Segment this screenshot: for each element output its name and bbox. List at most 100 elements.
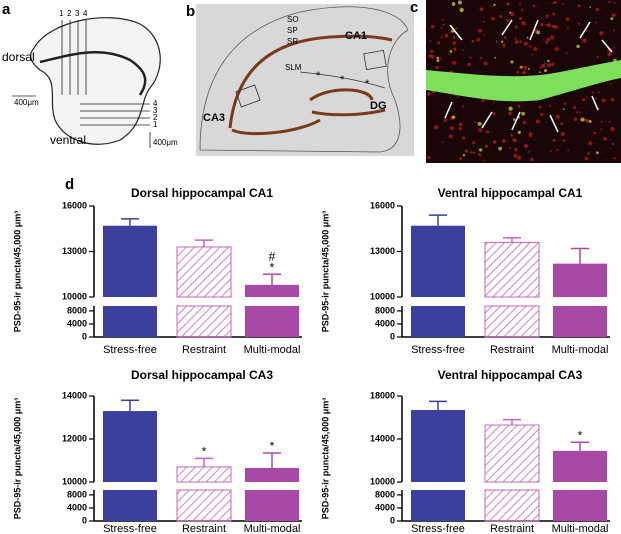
punctum	[517, 130, 521, 134]
panel-label: b	[186, 3, 195, 20]
punctum	[608, 1, 611, 4]
y-tick-label: 18000	[370, 390, 395, 400]
punctum	[452, 41, 457, 45]
punctum	[514, 25, 518, 29]
y-tick-label: 8000	[67, 305, 87, 315]
bar	[103, 411, 157, 482]
punctum	[547, 63, 551, 68]
chart-title: Ventral hippocampal CA3	[438, 368, 583, 382]
panel-label: d	[65, 176, 74, 193]
bar-lower	[176, 305, 232, 338]
punctum	[591, 91, 594, 94]
panel-c: c	[410, 0, 621, 163]
bar-lower	[103, 490, 157, 521]
bar	[103, 225, 157, 297]
punctum	[519, 17, 522, 21]
punctum	[608, 121, 611, 124]
bar	[245, 468, 299, 482]
punctum	[575, 111, 579, 114]
punctum	[490, 5, 493, 8]
x-tick-label: Multi-modal	[552, 523, 609, 534]
punctum	[478, 148, 483, 152]
punctum	[561, 3, 564, 6]
x-tick-label: Stress-free	[103, 523, 157, 534]
punctum	[530, 157, 534, 162]
bar	[411, 409, 465, 482]
bar	[176, 466, 232, 483]
punctum	[427, 155, 431, 160]
sample-box	[363, 49, 387, 71]
punctum	[521, 9, 524, 12]
punctum	[434, 125, 439, 130]
punctum	[550, 62, 555, 67]
y-tick-label: 10000	[62, 291, 87, 301]
significance-mark: *	[270, 439, 275, 453]
punctum	[510, 133, 514, 137]
punctum	[492, 101, 495, 104]
punctum	[428, 54, 432, 58]
punctum	[527, 68, 530, 70]
chart-title: Dorsal hippocampal CA1	[131, 186, 273, 200]
bar-lower	[553, 490, 607, 521]
punctum	[535, 119, 540, 124]
punctum	[472, 141, 476, 145]
punctum	[596, 55, 599, 58]
bar-lower	[411, 306, 465, 337]
punctum	[451, 115, 456, 119]
punctum	[503, 46, 505, 48]
punctum	[443, 118, 448, 122]
bar	[484, 241, 540, 298]
line-number: 2	[153, 113, 158, 122]
y-tick-label: 4000	[375, 318, 395, 328]
punctum	[573, 117, 578, 121]
punctum	[582, 98, 586, 102]
y-tick-label: 14000	[62, 390, 87, 400]
y-axis-label: PSD-95-ir puncta/45,000 μm³	[320, 398, 330, 520]
punctum	[613, 157, 616, 160]
punctum	[527, 151, 530, 153]
punctum	[545, 23, 548, 26]
punctum	[514, 147, 518, 152]
significance-mark: *	[578, 428, 583, 442]
panel-b: b SO SP SR SLM CA1 CA3 DG * * *	[186, 3, 414, 156]
punctum	[613, 29, 616, 32]
punctum	[506, 2, 510, 6]
line-number: 4	[83, 9, 88, 18]
punctum	[462, 49, 465, 52]
punctum	[476, 37, 481, 42]
punctum	[516, 70, 519, 74]
significance-mark: *	[202, 445, 207, 459]
punctum	[556, 148, 559, 151]
punctum	[611, 142, 615, 146]
pyramidal-layer	[231, 118, 321, 136]
panel-label: a	[2, 1, 11, 18]
punctum	[502, 43, 506, 47]
punctum	[464, 149, 469, 153]
punctum	[521, 70, 526, 75]
punctum	[477, 121, 482, 126]
x-tick-label: Stress-free	[411, 344, 465, 356]
section-outline	[199, 6, 409, 153]
line-number: 2	[67, 9, 72, 18]
line-number: 1	[59, 9, 64, 18]
punctum	[462, 136, 466, 140]
punctum	[552, 2, 554, 5]
punctum	[479, 56, 482, 60]
y-tick-label: 4000	[375, 502, 395, 512]
y-axis-label: PSD-95-ir puncta/45,000 μm³	[12, 211, 22, 333]
punctum	[518, 67, 521, 69]
punctum	[580, 117, 585, 122]
y-tick-label: 16000	[62, 200, 87, 210]
punctum	[508, 147, 512, 150]
punctum	[533, 47, 538, 51]
punctum	[529, 45, 532, 48]
layer-label: SP	[287, 26, 298, 35]
punctum	[442, 23, 445, 26]
punctum	[448, 134, 453, 139]
punctum	[531, 53, 534, 56]
punctum	[495, 40, 498, 43]
arrows	[444, 19, 613, 133]
punctum	[459, 157, 462, 161]
punctum	[491, 16, 495, 21]
